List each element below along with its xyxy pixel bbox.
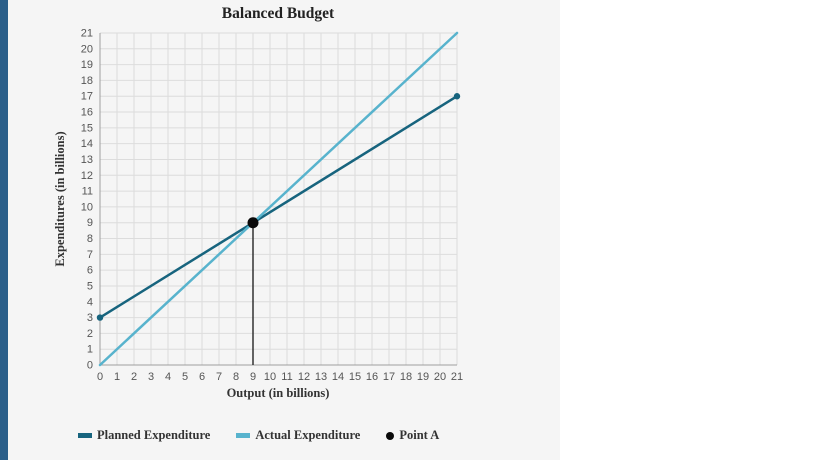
y-axis-title: Expenditures (in billions): [53, 131, 67, 266]
y-tick-label: 6: [87, 265, 93, 277]
y-tick-label: 10: [81, 201, 93, 213]
y-tick-label: 3: [87, 312, 93, 324]
x-tick-label: 0: [97, 371, 103, 383]
y-tick-label: 9: [87, 217, 93, 229]
legend-swatch-line: [236, 433, 251, 438]
x-tick-label: 19: [417, 371, 429, 383]
legend-label: Point A: [399, 428, 440, 442]
x-tick-label: 3: [148, 371, 154, 383]
x-axis-title: Output (in billions): [227, 386, 330, 400]
y-tick-label: 5: [87, 280, 93, 292]
y-tick-label: 17: [81, 91, 93, 103]
x-tick-label: 1: [114, 371, 120, 383]
y-tick-label: 0: [87, 360, 93, 372]
x-tick-label: 6: [199, 371, 205, 383]
x-tick-label: 18: [400, 371, 412, 383]
series-line-planned-expenditure: [98, 94, 459, 319]
legend-item: Planned Expenditure: [78, 428, 210, 443]
x-tick-label: 8: [233, 371, 239, 383]
x-tick-label: 20: [434, 371, 446, 383]
series-endpoint-dot: [96, 314, 104, 321]
y-tick-label: 14: [81, 138, 93, 150]
legend-label: Planned Expenditure: [97, 428, 211, 442]
y-tick-label: 4: [87, 296, 93, 308]
x-tick-label: 16: [366, 371, 378, 383]
chart-title: Balanced Budget: [222, 5, 335, 22]
y-tick-label: 15: [81, 122, 93, 134]
chart-layers: 0 1 2 3 4 5 6 7 8 9 10 11 12 13 14 15 16 17 18 19 20 21012345…: [81, 28, 463, 384]
chart-legend: Planned Expenditure Actual Expenditure Poi…: [78, 428, 439, 443]
legend-item: Actual Expenditure: [236, 428, 360, 443]
legend-label: Actual Expenditure: [255, 428, 361, 442]
x-tick-label: 4: [165, 371, 171, 383]
y-tick-label: 16: [81, 107, 93, 119]
y-tick-label: 11: [82, 186, 93, 198]
x-tick-label: 14: [332, 371, 344, 383]
point-a-marker: [247, 217, 259, 229]
y-tick-label: 8: [87, 233, 93, 245]
x-tick-label: 10: [264, 371, 276, 383]
x-tick-label: 2: [131, 371, 137, 383]
y-tick-label: 7: [87, 249, 93, 261]
x-tick-label: 11: [281, 371, 292, 383]
y-tick-label: 18: [81, 75, 93, 87]
y-tick-label: 12: [81, 170, 93, 182]
left-accent-bar: [0, 0, 8, 460]
legend-swatch-dot: [386, 431, 395, 440]
x-tick-label: 17: [383, 371, 395, 383]
y-tick-label: 2: [87, 328, 93, 340]
x-tick-label: 9: [250, 371, 256, 383]
x-tick-label: 5: [182, 371, 188, 383]
y-tick-label: 21: [81, 28, 93, 40]
x-tick-label: 12: [298, 371, 310, 383]
y-tick-label: 13: [81, 154, 93, 166]
y-tick-label: 20: [81, 43, 93, 55]
series-endpoint-dot: [453, 93, 461, 100]
y-tick-label: 1: [87, 344, 93, 356]
x-tick-label: 7: [216, 371, 222, 383]
series-line-actual-expenditure: [98, 31, 459, 367]
x-tick-label: 13: [315, 371, 327, 383]
y-tick-label: 19: [81, 59, 93, 71]
x-tick-label: 21: [451, 371, 463, 383]
legend-item: Point A: [386, 428, 439, 443]
chart-canvas: Balanced Budget Expenditures (in billion…: [53, 5, 463, 400]
legend-swatch-line: [78, 433, 92, 438]
x-tick-label: 15: [349, 371, 361, 383]
